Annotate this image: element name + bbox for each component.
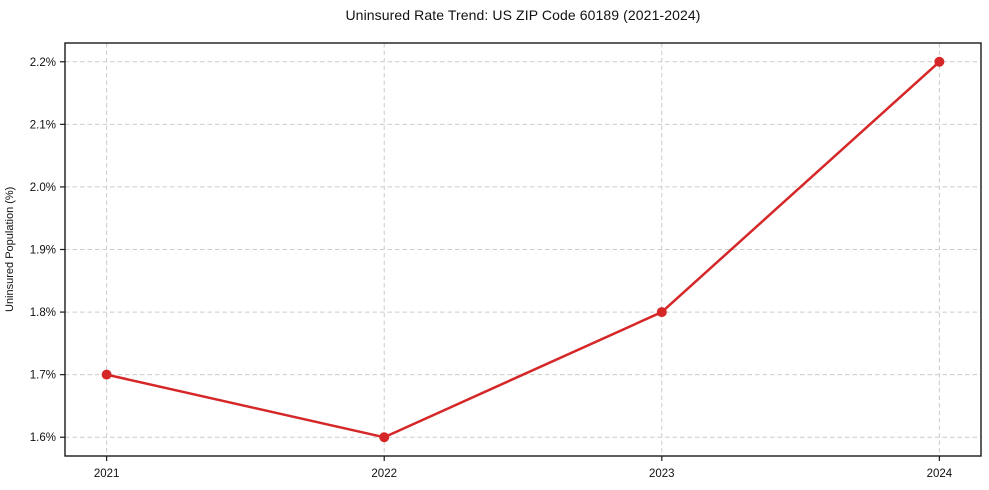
- y-tick-label: 1.6%: [30, 432, 56, 444]
- data-line: [105, 60, 941, 439]
- x-tick-label: 2024: [927, 468, 953, 480]
- y-tick-label: 1.7%: [30, 370, 56, 382]
- x-tick-label: 2021: [94, 468, 120, 480]
- x-tick-label: 2023: [649, 468, 675, 480]
- y-tick-label: 1.9%: [30, 245, 56, 257]
- y-tick-label: 2.2%: [30, 57, 56, 69]
- data-point: [934, 56, 945, 67]
- y-tick-label: 2.1%: [30, 119, 56, 131]
- y-tick-label: 1.8%: [30, 307, 56, 319]
- chart-title: Uninsured Rate Trend: US ZIP Code 60189 …: [345, 7, 701, 23]
- y-tick-label: 2.0%: [30, 182, 56, 194]
- x-tick-label: 2022: [371, 468, 397, 480]
- data-point: [379, 432, 390, 443]
- data-point: [656, 307, 667, 318]
- data-point: [101, 369, 112, 380]
